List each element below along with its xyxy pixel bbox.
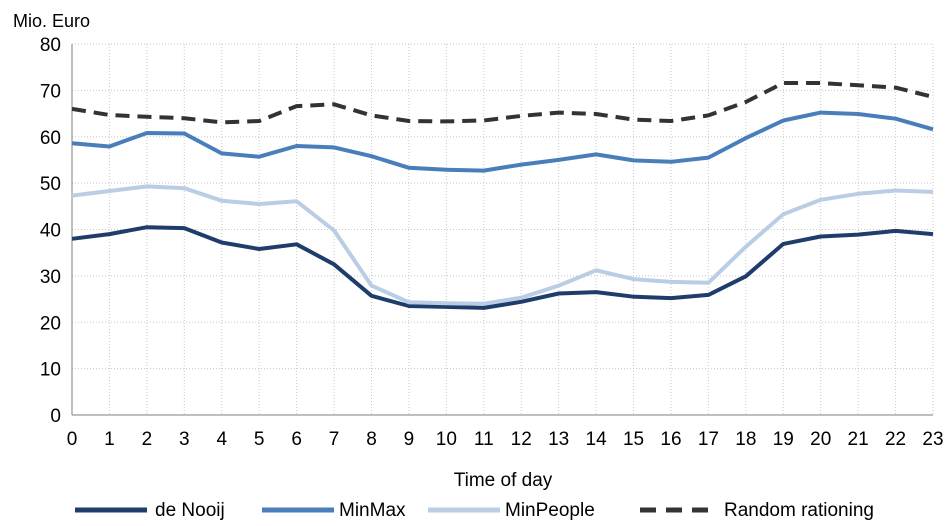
x-tick-label: 2 <box>142 429 153 450</box>
x-tick-label: 20 <box>810 429 831 450</box>
x-tick-label: 3 <box>179 429 190 450</box>
x-tick-labels: 0 1 2 3 4 5 6 7 8 9 10 11 12 13 14 15 16 17 18 19 20 21 22 23 <box>67 429 944 450</box>
y-tick-label: 60 <box>40 128 61 149</box>
series-lines <box>71 81 934 310</box>
x-tick-label: 16 <box>660 429 681 450</box>
x-tick-label: 15 <box>623 429 644 450</box>
legend: de Nooij MinMax MinPeople Random rationing <box>75 500 874 521</box>
y-tick-label: 50 <box>40 174 61 195</box>
grid-lines <box>72 43 934 415</box>
y-tick-label: 30 <box>40 267 61 288</box>
legend-label: MinPeople <box>505 500 595 521</box>
x-tick-label: 23 <box>922 429 943 450</box>
y-tick-label: 80 <box>40 35 61 56</box>
y-tick-label: 10 <box>40 360 61 381</box>
y-tick-labels: 0 10 20 30 40 50 60 70 80 <box>40 35 61 427</box>
x-tick-label: 7 <box>329 429 340 450</box>
y-tick-label: 20 <box>40 313 61 334</box>
series-line-minmax <box>71 110 934 173</box>
x-tick-label: 19 <box>773 429 794 450</box>
axes <box>71 44 933 416</box>
y-tick-label: 0 <box>50 406 61 427</box>
x-tick-label: 10 <box>436 429 457 450</box>
series-line-random-rationing <box>71 81 934 125</box>
x-tick-label: 18 <box>735 429 756 450</box>
x-tick-label: 5 <box>254 429 265 450</box>
x-tick-label: 9 <box>404 429 415 450</box>
y-axis-label: Mio. Euro <box>13 11 90 31</box>
x-tick-label: 4 <box>216 429 227 450</box>
legend-label: Random rationing <box>724 500 874 521</box>
x-tick-label: 6 <box>291 429 302 450</box>
x-tick-label: 13 <box>548 429 569 450</box>
series-line-minpeople <box>71 184 934 306</box>
x-tick-label: 1 <box>104 429 115 450</box>
x-tick-label: 21 <box>848 429 869 450</box>
legend-label: de Nooij <box>155 500 225 521</box>
x-tick-label: 14 <box>586 429 608 450</box>
x-axis-label: Time of day <box>454 470 553 491</box>
x-tick-label: 0 <box>67 429 78 450</box>
legend-label: MinMax <box>339 500 406 521</box>
x-tick-label: 12 <box>511 429 532 450</box>
y-tick-label: 40 <box>40 221 61 242</box>
x-tick-label: 8 <box>366 429 377 450</box>
y-tick-label: 70 <box>40 81 61 102</box>
x-tick-label: 22 <box>885 429 906 450</box>
x-tick-label: 11 <box>474 429 494 450</box>
series-line-de-nooij <box>71 225 934 310</box>
x-tick-label: 17 <box>698 429 719 450</box>
